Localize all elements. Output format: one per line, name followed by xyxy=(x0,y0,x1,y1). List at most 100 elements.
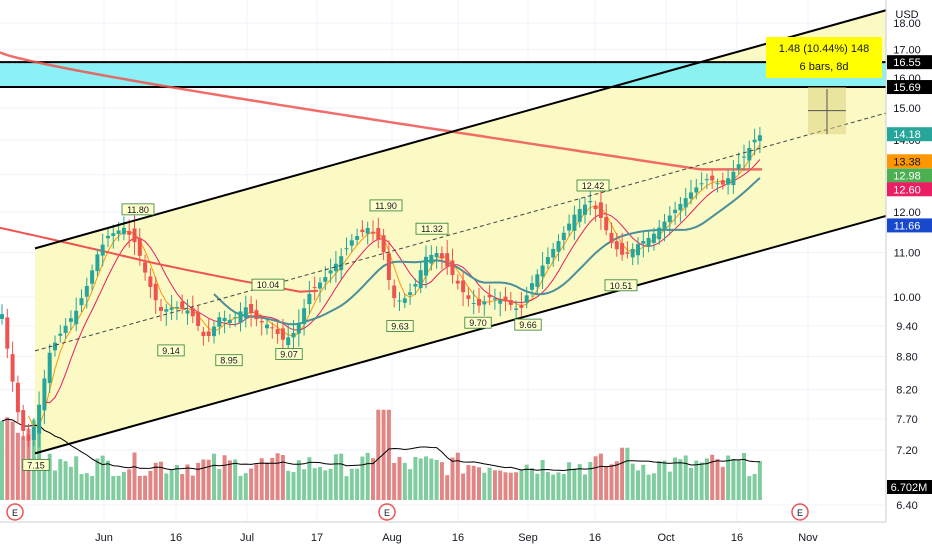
pivot-label-box xyxy=(157,344,185,357)
candle-body xyxy=(720,180,725,185)
volume-bar xyxy=(471,465,476,500)
candle xyxy=(371,220,375,242)
candle xyxy=(662,214,667,242)
price-range-ruler[interactable]: 1.48 (10.44%) 148 6 bars, 8d xyxy=(766,37,882,135)
volume-bar xyxy=(312,468,317,500)
candle-body xyxy=(5,317,10,349)
volume-bar xyxy=(153,462,158,500)
candle xyxy=(196,305,201,332)
candle-body xyxy=(365,228,370,234)
volume-bar xyxy=(583,474,587,500)
pivot-label-text: 9.14 xyxy=(162,346,180,356)
candle xyxy=(625,241,630,259)
candle-body xyxy=(455,280,460,284)
pivot-label: 9.66 xyxy=(514,318,542,331)
price-tick-label: 10.00 xyxy=(893,292,921,304)
pivot-label-text: 11.90 xyxy=(375,201,397,211)
candle xyxy=(169,294,174,321)
candle xyxy=(471,289,476,315)
candle xyxy=(376,217,381,249)
time-tick-label: Jul xyxy=(240,532,254,544)
pivot-label-text: 9.07 xyxy=(280,350,298,360)
candle xyxy=(715,178,720,193)
channel-upper-line[interactable] xyxy=(34,9,887,250)
candle xyxy=(227,313,232,328)
time-axis-bg xyxy=(0,522,932,550)
volume-bar xyxy=(466,465,471,500)
price-tag-text: 12.98 xyxy=(893,170,921,182)
candle-body xyxy=(312,287,317,289)
earnings-marker[interactable]: E xyxy=(791,503,809,521)
candle xyxy=(159,299,163,322)
candle xyxy=(704,173,709,190)
candle xyxy=(667,206,672,236)
candle-body xyxy=(694,187,699,193)
price-tag-text: 11.66 xyxy=(894,220,921,232)
volume-bar xyxy=(127,469,132,500)
candle xyxy=(651,227,656,251)
candle xyxy=(307,280,312,314)
earnings-marker[interactable]: E xyxy=(378,503,396,521)
volume-bar xyxy=(296,460,301,500)
volume-bar xyxy=(561,473,566,500)
candle xyxy=(683,187,688,217)
volume-bar xyxy=(625,447,630,500)
volume-bar xyxy=(530,468,534,500)
pivot-label-text: 7.15 xyxy=(27,460,45,470)
earnings-marker[interactable]: E xyxy=(6,503,24,521)
candle-body xyxy=(625,252,630,254)
pivot-label-text: 11.80 xyxy=(127,205,149,215)
volume-bar xyxy=(514,472,519,500)
price-axis[interactable]: USD 6.40 7.20 7.70 8.20 8.80 9.40 10.00 11.00 12.… xyxy=(885,0,932,550)
volume-bar xyxy=(227,460,232,500)
earnings-circle[interactable] xyxy=(6,503,24,521)
candle xyxy=(434,246,439,269)
time-tick-label: 16 xyxy=(170,532,182,544)
volume-bars xyxy=(0,409,762,500)
volume-bar xyxy=(720,466,725,500)
price-tick-label: 12.00 xyxy=(893,207,921,219)
channel-lower-line[interactable] xyxy=(34,214,887,455)
candle-body xyxy=(757,135,762,141)
candle-body xyxy=(742,156,746,158)
candle xyxy=(26,423,31,448)
candle-body xyxy=(249,304,254,314)
earnings-circle[interactable] xyxy=(791,503,809,521)
candle-body xyxy=(37,404,42,434)
candle-body xyxy=(577,208,582,222)
pivot-label-box xyxy=(604,279,638,292)
candle-body xyxy=(683,198,688,208)
candle-body xyxy=(540,265,545,277)
volume-ma-line xyxy=(1,418,760,472)
candle-body xyxy=(339,256,344,271)
volume-bar xyxy=(265,462,269,500)
volume-bar xyxy=(593,456,598,500)
candle-body xyxy=(196,311,201,327)
time-tick-label: 17 xyxy=(311,532,323,544)
volume-bar xyxy=(498,470,503,500)
volume-bar xyxy=(286,470,291,500)
price-tick-label: 8.80 xyxy=(896,352,917,364)
volume-tag-bg xyxy=(887,480,932,494)
candle-body xyxy=(280,328,285,340)
volume-bar xyxy=(540,459,545,500)
candle xyxy=(259,315,264,336)
resistance-zone[interactable] xyxy=(0,62,886,88)
time-axis[interactable]: Jun 16 Jul 17 Aug 16 Sep 16 Oct 16 Nov xyxy=(0,521,932,550)
volume-bar xyxy=(445,475,450,500)
price-tick-label: 9.40 xyxy=(896,321,917,333)
candle-body xyxy=(15,382,20,413)
candle xyxy=(302,298,307,336)
candle-body xyxy=(651,233,656,243)
volume-bar xyxy=(0,421,4,500)
earnings-circle[interactable] xyxy=(378,503,396,521)
volume-bar xyxy=(333,454,338,500)
candle-body xyxy=(84,285,89,297)
volume-bar xyxy=(678,459,683,500)
pivot-label-text: 10.04 xyxy=(257,280,280,290)
candle xyxy=(333,251,338,283)
price-tag-bg xyxy=(887,218,932,233)
candle-body xyxy=(159,306,163,311)
